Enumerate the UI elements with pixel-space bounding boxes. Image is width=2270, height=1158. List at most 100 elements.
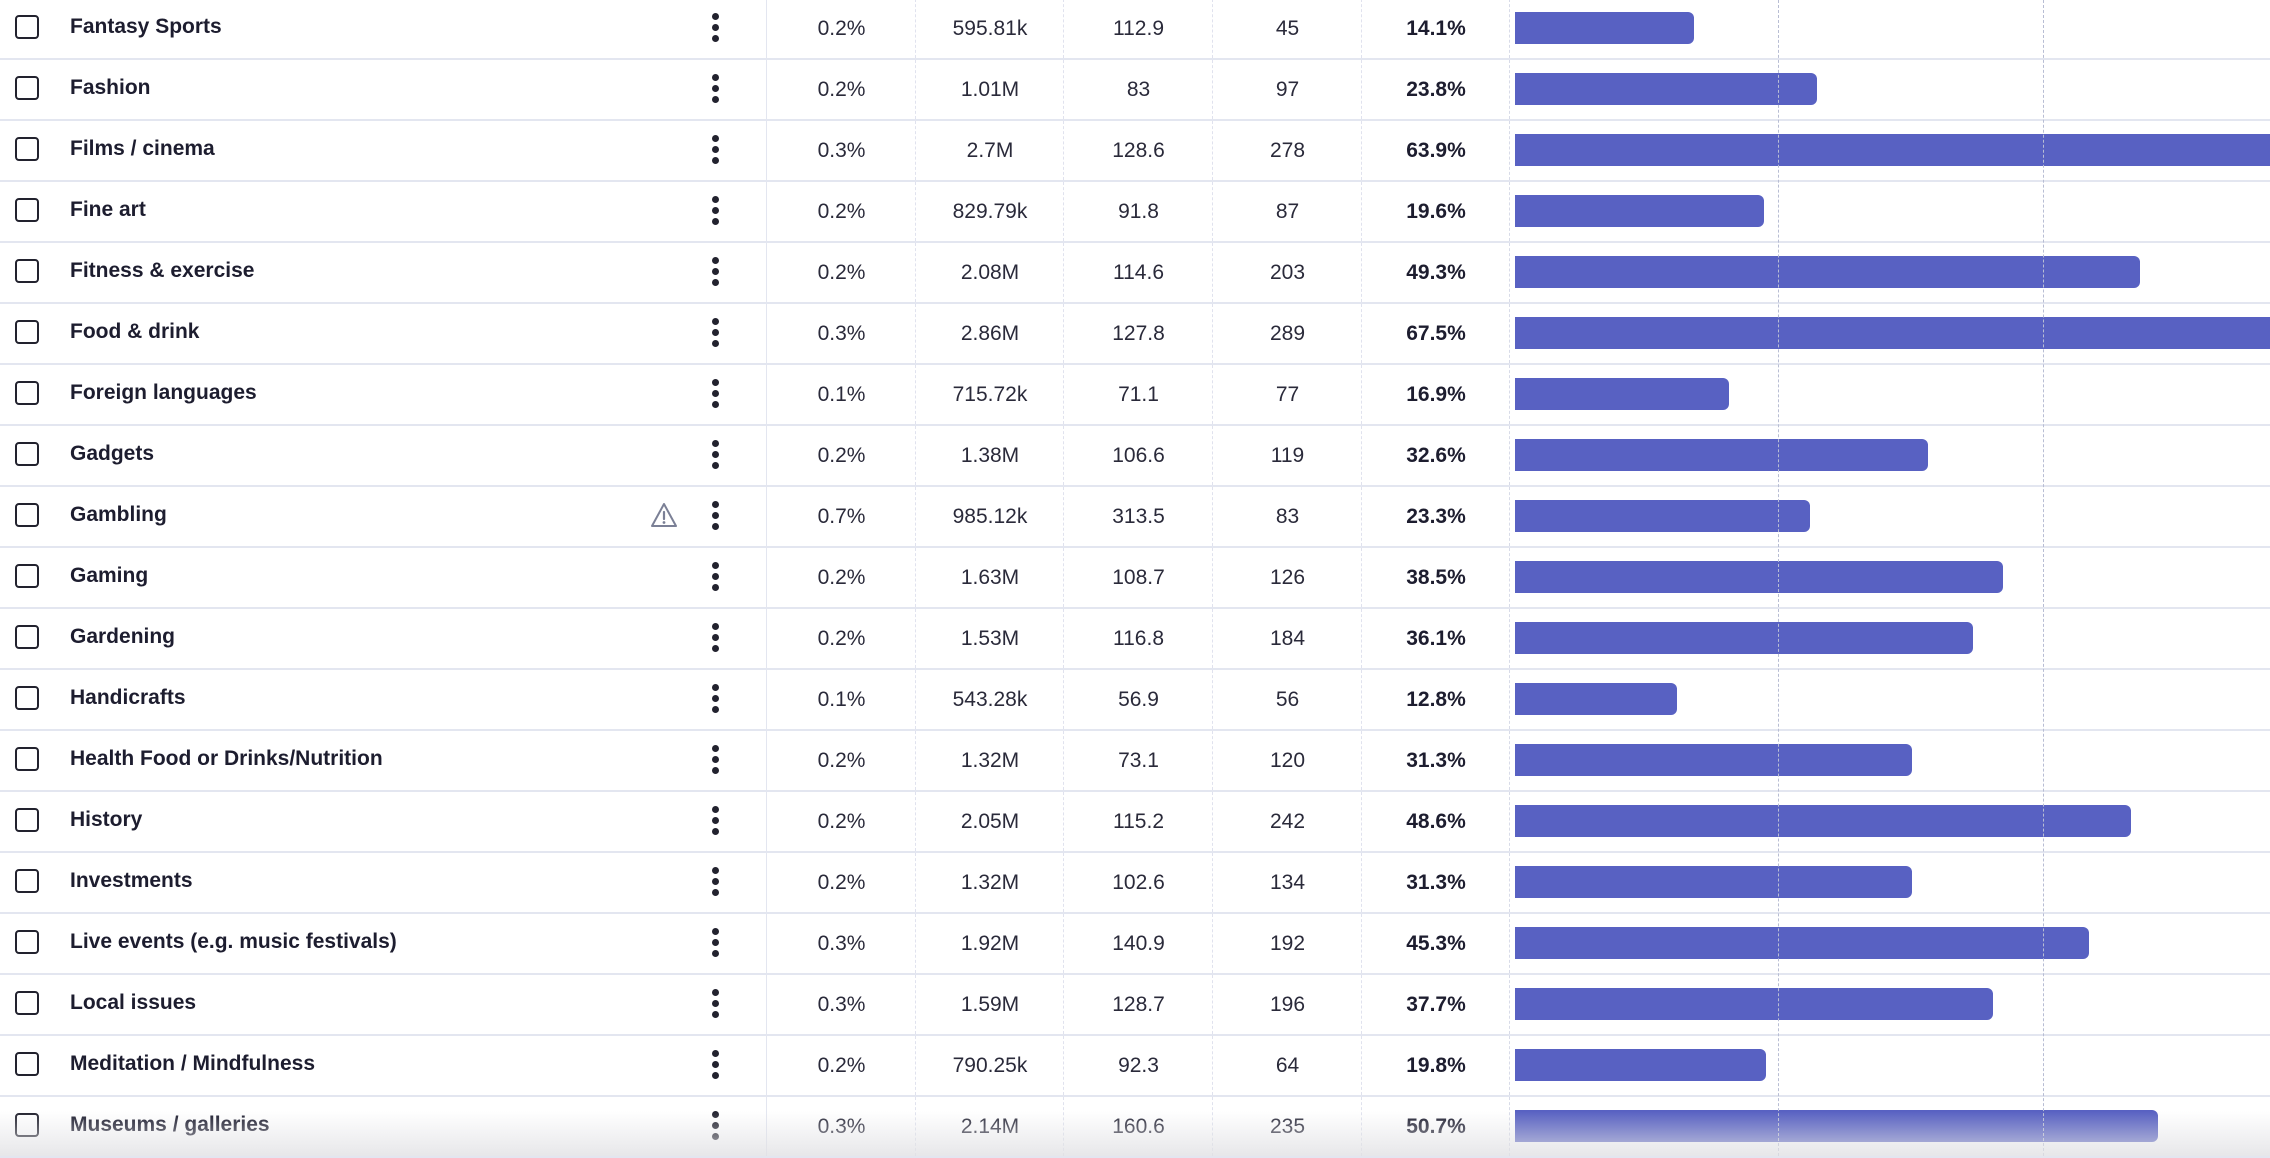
- more-options-icon[interactable]: [704, 987, 726, 1021]
- cell-c2: 112.9: [1063, 0, 1213, 58]
- cell-c3: 192: [1212, 914, 1362, 973]
- more-options-icon[interactable]: [704, 865, 726, 899]
- cell-c4: 38.5%: [1361, 548, 1510, 607]
- row-checkbox[interactable]: [15, 686, 39, 710]
- cell-c3: 134: [1212, 853, 1362, 912]
- more-options-icon[interactable]: [704, 804, 726, 838]
- cell-c4: 45.3%: [1361, 914, 1510, 973]
- bar-cell: [1509, 731, 2270, 790]
- table-row[interactable]: History 0.2% 2.05M 115.2 242 48.6%: [0, 792, 2270, 853]
- more-options-icon[interactable]: [704, 560, 726, 594]
- more-options-icon[interactable]: [704, 255, 726, 289]
- row-checkbox[interactable]: [15, 1113, 39, 1137]
- bar-cell: [1509, 426, 2270, 485]
- value-bar: [1515, 622, 1973, 654]
- bar-cell: [1509, 609, 2270, 668]
- row-checkbox[interactable]: [15, 1052, 39, 1076]
- more-options-icon[interactable]: [704, 377, 726, 411]
- more-options-icon[interactable]: [704, 438, 726, 472]
- cell-c3: 97: [1212, 60, 1362, 119]
- more-options-icon[interactable]: [704, 133, 726, 167]
- row-checkbox[interactable]: [15, 137, 39, 161]
- cell-c3: 64: [1212, 1036, 1362, 1095]
- row-checkbox[interactable]: [15, 503, 39, 527]
- cell-c3: 126: [1212, 548, 1362, 607]
- row-checkbox[interactable]: [15, 198, 39, 222]
- row-checkbox[interactable]: [15, 991, 39, 1015]
- more-options-icon[interactable]: [704, 621, 726, 655]
- table-row[interactable]: Local issues 0.3% 1.59M 128.7 196 37.7%: [0, 975, 2270, 1036]
- row-checkbox[interactable]: [15, 747, 39, 771]
- cell-c4: 48.6%: [1361, 792, 1510, 851]
- cell-c1: 1.53M: [915, 609, 1064, 668]
- more-options-icon[interactable]: [704, 1109, 726, 1143]
- row-checkbox[interactable]: [15, 76, 39, 100]
- row-checkbox[interactable]: [15, 442, 39, 466]
- row-checkbox[interactable]: [15, 869, 39, 893]
- more-options-icon[interactable]: [704, 194, 726, 228]
- interest-label: Fashion: [70, 76, 151, 99]
- interest-label: Fantasy Sports: [70, 15, 222, 38]
- table-row[interactable]: Food & drink 0.3% 2.86M 127.8 289 67.5%: [0, 304, 2270, 365]
- bar-cell: [1509, 1097, 2270, 1156]
- cell-c0: 0.3%: [766, 304, 916, 363]
- cell-c2: 83: [1063, 60, 1213, 119]
- table-row[interactable]: Films / cinema 0.3% 2.7M 128.6 278 63.9%: [0, 121, 2270, 182]
- more-options-icon[interactable]: [704, 682, 726, 716]
- bar-cell: [1509, 1036, 2270, 1095]
- table-row[interactable]: Fine art 0.2% 829.79k 91.8 87 19.6%: [0, 182, 2270, 243]
- interest-label: Food & drink: [70, 320, 200, 343]
- cell-c3: 87: [1212, 182, 1362, 241]
- cell-c4: 49.3%: [1361, 243, 1510, 302]
- value-bar: [1515, 500, 1811, 532]
- interest-label: Fine art: [70, 198, 146, 221]
- table-row[interactable]: Meditation / Mindfulness 0.2% 790.25k 92.3 6…: [0, 1036, 2270, 1097]
- bar-cell: [1509, 975, 2270, 1034]
- cell-c0: 0.2%: [766, 853, 916, 912]
- table-row[interactable]: Fashion 0.2% 1.01M 83 97 23.8%: [0, 60, 2270, 121]
- more-options-icon[interactable]: [704, 316, 726, 350]
- table-row[interactable]: Health Food or Drinks/Nutrition 0.2% 1.32M…: [0, 731, 2270, 792]
- value-bar: [1515, 866, 1912, 898]
- table-row[interactable]: Live events (e.g. music festivals) 0.3% 1.…: [0, 914, 2270, 975]
- cell-c1: 1.32M: [915, 731, 1064, 790]
- row-checkbox[interactable]: [15, 320, 39, 344]
- bar-cell: [1509, 914, 2270, 973]
- interest-label: Local issues: [70, 991, 197, 1014]
- cell-c4: 19.8%: [1361, 1036, 1510, 1095]
- table-row[interactable]: Gadgets 0.2% 1.38M 106.6 119 32.6%: [0, 426, 2270, 487]
- table-row[interactable]: Fantasy Sports 0.2% 595.81k 112.9 45 14.1%: [0, 0, 2270, 60]
- interest-label: Museums / galleries: [70, 1113, 270, 1136]
- row-checkbox[interactable]: [15, 381, 39, 405]
- table-row[interactable]: Gaming 0.2% 1.63M 108.7 126 38.5%: [0, 548, 2270, 609]
- row-checkbox[interactable]: [15, 930, 39, 954]
- more-options-icon[interactable]: [704, 72, 726, 106]
- cell-c2: 108.7: [1063, 548, 1213, 607]
- value-bar: [1515, 73, 1817, 105]
- more-options-icon[interactable]: [704, 11, 726, 45]
- row-checkbox[interactable]: [15, 625, 39, 649]
- warning-icon[interactable]: [650, 502, 678, 528]
- cell-c1: 2.14M: [915, 1097, 1064, 1156]
- bar-cell: [1509, 60, 2270, 119]
- row-checkbox[interactable]: [15, 564, 39, 588]
- more-options-icon[interactable]: [704, 926, 726, 960]
- more-options-icon[interactable]: [704, 1048, 726, 1082]
- table-row[interactable]: Museums / galleries 0.3% 2.14M 160.6 235 50.7…: [0, 1097, 2270, 1158]
- table-row[interactable]: Handicrafts 0.1% 543.28k 56.9 56 12.8%: [0, 670, 2270, 731]
- table-row[interactable]: Investments 0.2% 1.32M 102.6 134 31.3%: [0, 853, 2270, 914]
- cell-c1: 829.79k: [915, 182, 1064, 241]
- more-options-icon[interactable]: [704, 743, 726, 777]
- cell-c2: 116.8: [1063, 609, 1213, 668]
- row-checkbox[interactable]: [15, 259, 39, 283]
- table-row[interactable]: Gambling 0.7% 985.12k 313.5 83 23.3%: [0, 487, 2270, 548]
- table-row[interactable]: Foreign languages 0.1% 715.72k 71.1 77 16.9%: [0, 365, 2270, 426]
- cell-c2: 115.2: [1063, 792, 1213, 851]
- more-options-icon[interactable]: [704, 499, 726, 533]
- cell-c1: 2.7M: [915, 121, 1064, 180]
- row-checkbox[interactable]: [15, 808, 39, 832]
- table-row[interactable]: Gardening 0.2% 1.53M 116.8 184 36.1%: [0, 609, 2270, 670]
- table-row[interactable]: Fitness & exercise 0.2% 2.08M 114.6 203 49.3%: [0, 243, 2270, 304]
- row-checkbox[interactable]: [15, 15, 39, 39]
- cell-c3: 119: [1212, 426, 1362, 485]
